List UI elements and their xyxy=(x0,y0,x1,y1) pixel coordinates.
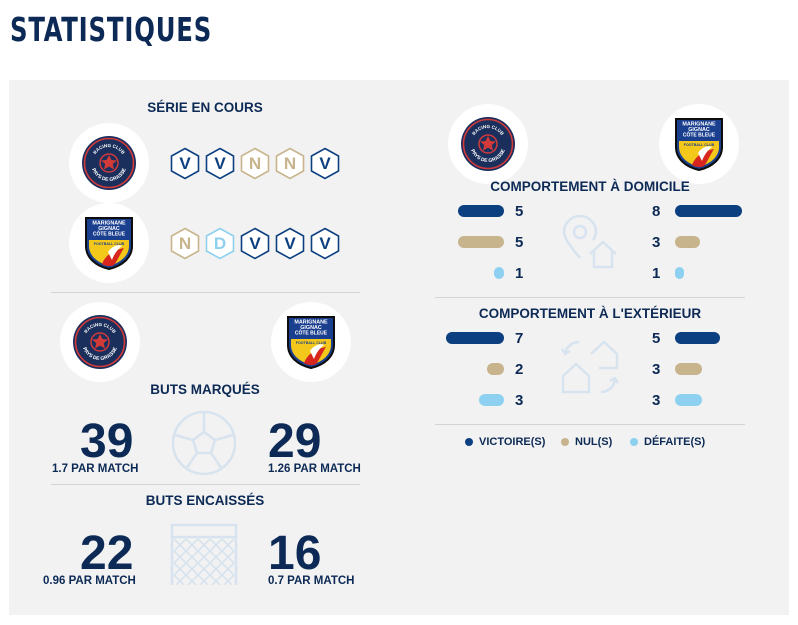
home-goals-for-per-match: 1.7 PAR MATCH xyxy=(52,463,139,475)
svg-text:MARIGNANE: MARIGNANE xyxy=(92,221,126,227)
away-win-bar-right xyxy=(675,332,720,344)
away-goals-for-per-match: 1.26 PAR MATCH xyxy=(268,463,361,475)
svg-text:MARIGNANE: MARIGNANE xyxy=(682,122,716,128)
goals-for-header: BUTS MARQUÉS xyxy=(150,382,260,397)
away-goals-against: 16 xyxy=(268,527,322,580)
home-wins-right: 8 xyxy=(652,203,661,220)
svg-text:GIGNAC: GIGNAC xyxy=(688,127,710,133)
home-draw-bar-right xyxy=(675,236,700,248)
legend-win-label: VICTOIRE(S) xyxy=(479,436,546,448)
result-letter: N xyxy=(178,234,192,253)
result-hexagon: V xyxy=(205,147,235,180)
home-behaviour-header: COMPORTEMENT À DOMICILE xyxy=(490,179,690,194)
home-draws-right: 3 xyxy=(652,234,661,251)
result-letter: V xyxy=(319,234,331,253)
divider xyxy=(51,484,360,485)
goals-against-header: BUTS ENCAISSÉS xyxy=(145,493,265,508)
away-swap-icon xyxy=(559,338,621,396)
result-hexagon: N xyxy=(240,147,270,180)
away-win-bar-left xyxy=(446,332,504,344)
away-behaviour-header: COMPORTEMENT À L'EXTÉRIEUR xyxy=(478,306,702,321)
result-hexagon: D xyxy=(205,227,235,260)
away-draws-right: 3 xyxy=(652,361,661,378)
home-win-bar-right xyxy=(675,205,742,217)
home-win-bar-left xyxy=(458,205,504,217)
svg-text:CÔTE BLEUE: CÔTE BLEUE xyxy=(295,329,328,337)
home-goals-for: 39 xyxy=(80,415,134,468)
home-wins-left: 5 xyxy=(515,203,524,220)
home-goals-against-per-match: 0.96 PAR MATCH xyxy=(43,575,136,587)
svg-text:GIGNAC: GIGNAC xyxy=(98,226,120,232)
svg-text:GIGNAC: GIGNAC xyxy=(300,325,322,331)
result-hexagon: V xyxy=(275,227,305,260)
home-draws-left: 5 xyxy=(515,234,524,251)
home-goals-against: 22 xyxy=(80,527,134,580)
away-draw-bar-left xyxy=(487,363,504,375)
home-loss-bar-left xyxy=(494,267,504,279)
result-hexagon: V xyxy=(240,227,270,260)
divider xyxy=(435,297,745,298)
home-location-icon xyxy=(560,214,620,270)
result-hexagon: V xyxy=(310,147,340,180)
result-letter: V xyxy=(319,154,331,173)
away-goals-against-per-match: 0.7 PAR MATCH xyxy=(268,575,355,587)
home-losses-left: 1 xyxy=(515,265,524,282)
svg-text:CÔTE BLEUE: CÔTE BLEUE xyxy=(683,131,716,139)
home-loss-bar-right xyxy=(675,267,684,279)
away-team-logo: MARIGNANE GIGNAC CÔTE BLEUE FOOTBALL CLUB xyxy=(271,302,351,382)
result-letter: V xyxy=(179,154,191,173)
legend-win: VICTOIRE(S) xyxy=(465,436,545,448)
divider xyxy=(435,424,745,425)
result-letter: V xyxy=(214,154,226,173)
away-team-logo: MARIGNANE GIGNAC CÔTE BLEUE FOOTBALL CLUB xyxy=(69,203,149,283)
result-letter: N xyxy=(248,154,262,173)
result-letter: V xyxy=(284,234,296,253)
away-losses-left: 3 xyxy=(515,392,524,409)
legend-draw: NUL(S) xyxy=(561,436,612,448)
svg-text:MARIGNANE: MARIGNANE xyxy=(294,320,328,326)
away-goals-for: 29 xyxy=(268,415,322,468)
series-header: SÉRIE EN COURS xyxy=(147,100,263,115)
goal-net-icon xyxy=(170,523,238,586)
divider xyxy=(51,292,360,293)
svg-text:FOOTBALL CLUB: FOOTBALL CLUB xyxy=(94,242,125,246)
legend-loss: DÉFAITE(S) xyxy=(630,436,705,448)
home-draw-bar-left xyxy=(458,236,504,248)
away-losses-right: 3 xyxy=(652,392,661,409)
svg-text:CÔTE BLEUE: CÔTE BLEUE xyxy=(93,230,126,238)
away-wins-left: 7 xyxy=(515,330,524,347)
football-icon xyxy=(171,410,237,476)
away-team-logo: MARIGNANE GIGNAC CÔTE BLEUE FOOTBALL CLUB xyxy=(659,104,739,184)
result-hexagon: V xyxy=(310,227,340,260)
legend-win-dot xyxy=(465,438,473,446)
home-team-logo: RACING CLUB PAYS DE GRASSE xyxy=(448,104,528,184)
home-losses-right: 1 xyxy=(652,265,661,282)
home-team-logo: RACING CLUB PAYS DE GRASSE xyxy=(60,302,140,382)
legend-draw-dot xyxy=(561,438,569,446)
away-draw-bar-right xyxy=(675,363,702,375)
legend-loss-label: DÉFAITE(S) xyxy=(644,436,706,448)
result-hexagon: N xyxy=(170,227,200,260)
home-team-logo: RACING CLUB PAYS DE GRASSE xyxy=(69,123,149,203)
away-wins-right: 5 xyxy=(652,330,661,347)
result-letter: N xyxy=(283,154,297,173)
svg-text:FOOTBALL CLUB: FOOTBALL CLUB xyxy=(684,143,715,147)
page-title: STATISTIQUES xyxy=(10,10,213,49)
result-hexagon: V xyxy=(170,147,200,180)
result-letter: V xyxy=(249,234,261,253)
result-letter: D xyxy=(213,234,227,253)
away-loss-bar-left xyxy=(479,394,504,406)
away-draws-left: 2 xyxy=(515,361,524,378)
result-hexagon: N xyxy=(275,147,305,180)
legend-loss-dot xyxy=(630,438,638,446)
away-loss-bar-right xyxy=(675,394,702,406)
svg-text:FOOTBALL CLUB: FOOTBALL CLUB xyxy=(296,341,327,345)
legend-draw-label: NUL(S) xyxy=(575,436,613,448)
